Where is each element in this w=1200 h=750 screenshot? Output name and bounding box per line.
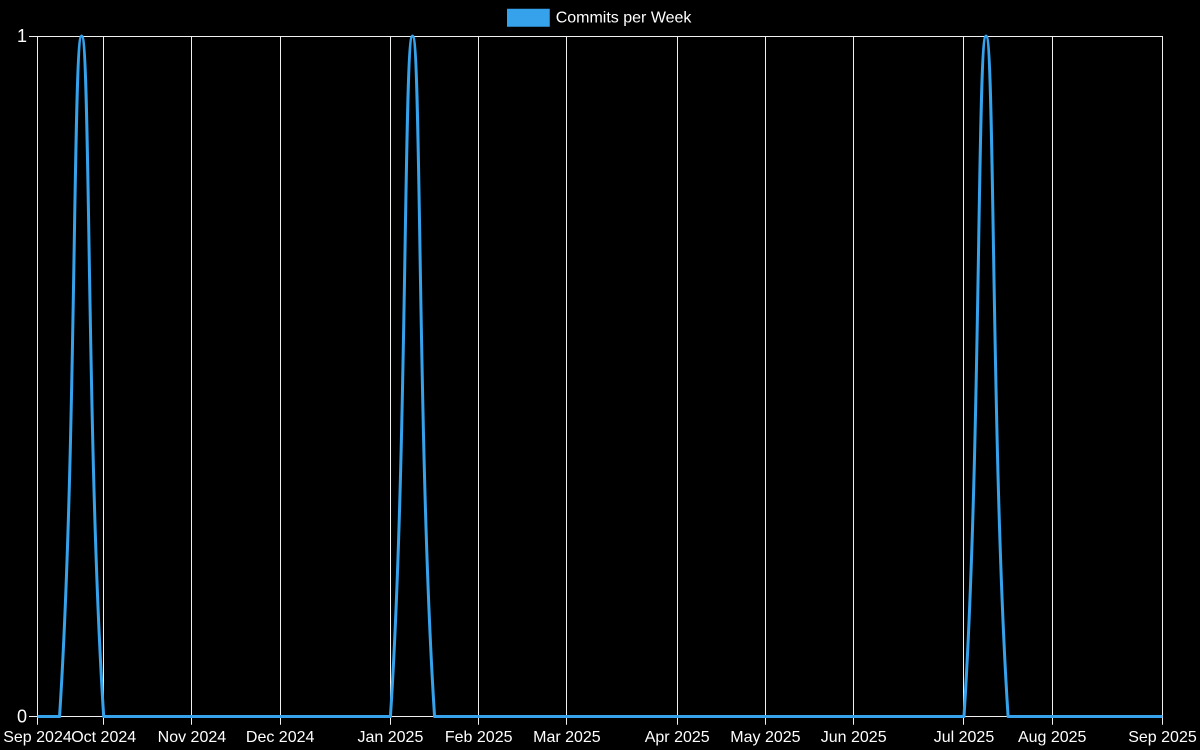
svg-text:May 2025: May 2025 <box>730 729 800 746</box>
svg-text:Commits per Week: Commits per Week <box>556 9 693 26</box>
svg-text:Dec 2024: Dec 2024 <box>246 729 315 746</box>
svg-text:Apr 2025: Apr 2025 <box>645 729 710 746</box>
svg-text:1: 1 <box>17 26 27 46</box>
svg-text:Jan 2025: Jan 2025 <box>358 729 424 746</box>
svg-text:Jul 2025: Jul 2025 <box>934 729 995 746</box>
svg-text:Feb 2025: Feb 2025 <box>445 729 513 746</box>
svg-text:Sep 2024: Sep 2024 <box>3 729 72 746</box>
svg-text:0: 0 <box>17 706 27 726</box>
svg-text:Jun 2025: Jun 2025 <box>821 729 887 746</box>
svg-text:Mar 2025: Mar 2025 <box>533 729 601 746</box>
svg-text:Nov 2024: Nov 2024 <box>158 729 227 746</box>
svg-text:Sep 2025: Sep 2025 <box>1128 729 1197 746</box>
svg-text:Aug 2025: Aug 2025 <box>1018 729 1087 746</box>
svg-text:Oct 2024: Oct 2024 <box>71 729 136 746</box>
